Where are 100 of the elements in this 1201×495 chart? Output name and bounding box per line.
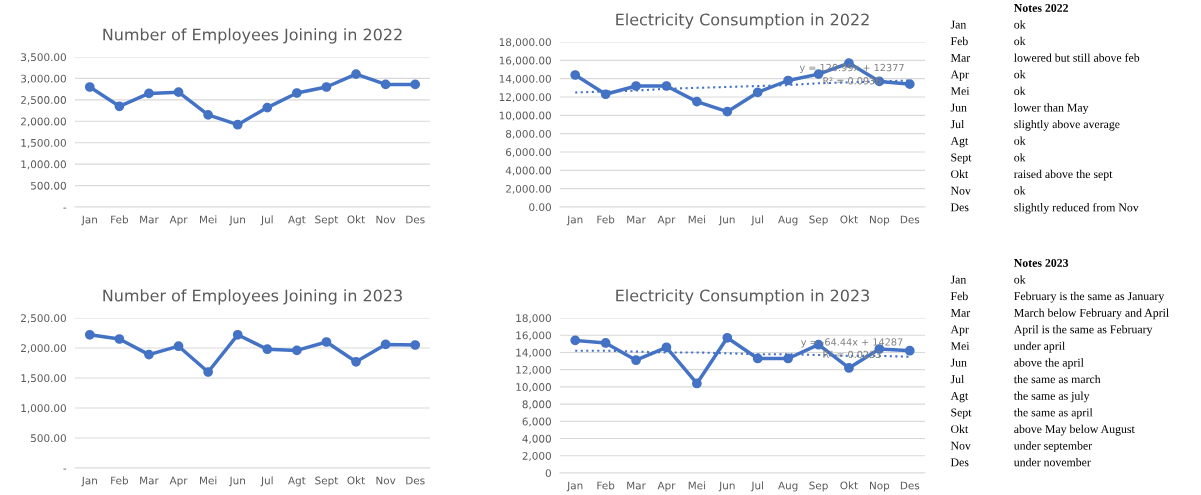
x-tick-label: Mar bbox=[627, 481, 646, 490]
point bbox=[114, 101, 125, 112]
point bbox=[904, 79, 915, 90]
y-tick-label: 0 bbox=[545, 469, 551, 478]
category-label: Okt bbox=[951, 169, 969, 179]
text: February is the same as January bbox=[1014, 291, 1165, 303]
point bbox=[380, 339, 391, 350]
point bbox=[351, 69, 361, 80]
y-tick-label: 12,000 bbox=[516, 365, 551, 375]
x-tick-label: Jul bbox=[750, 481, 764, 492]
x-tick-label: Mei bbox=[200, 215, 217, 224]
text: slightly reduced from Nov bbox=[1014, 202, 1139, 214]
chart-title: Number of Employees Joining in 2022 bbox=[103, 28, 402, 44]
category-label: Feb bbox=[950, 291, 968, 301]
point bbox=[203, 367, 213, 377]
point bbox=[292, 88, 302, 98]
text: slightly above average bbox=[1014, 119, 1120, 131]
x-tick-label: Jan bbox=[566, 215, 583, 226]
x-tick-label: Okt bbox=[840, 215, 858, 224]
y-tick-label: 4,000 bbox=[522, 434, 551, 444]
x-tick-label: Nov bbox=[376, 476, 396, 485]
point bbox=[321, 337, 332, 347]
x-tick-label: Apr bbox=[657, 481, 676, 492]
text: the same as july bbox=[1013, 391, 1090, 403]
point bbox=[722, 332, 733, 343]
y-tick-label: 2,000.00 bbox=[21, 117, 66, 127]
point bbox=[600, 338, 611, 348]
x-tick-label: Jan bbox=[566, 481, 583, 492]
category-label: Des bbox=[950, 203, 969, 212]
y-tick-label: - bbox=[63, 468, 67, 470]
point bbox=[904, 345, 915, 356]
x-tick-label: Mar bbox=[627, 215, 646, 224]
text: ok bbox=[1014, 153, 1026, 162]
y-tick-label: 6,000 bbox=[522, 417, 551, 427]
point bbox=[783, 75, 793, 86]
y-tick-label: 1,000.00 bbox=[21, 404, 66, 414]
text: April is the same as February bbox=[1013, 325, 1153, 336]
x-tick-label: Jan bbox=[81, 215, 97, 226]
text: ok bbox=[1014, 86, 1026, 95]
x-tick-label: Feb bbox=[111, 476, 129, 485]
category-label: Mei bbox=[950, 87, 970, 95]
y-tick-label: 16,000.00 bbox=[499, 56, 551, 66]
category-label: Apr bbox=[950, 325, 969, 336]
x-tick-label: Apr bbox=[169, 476, 188, 487]
point bbox=[380, 79, 391, 90]
y-tick-label: 10,000.00 bbox=[499, 111, 551, 121]
x-tick-label: Feb bbox=[111, 215, 129, 224]
text: above the april bbox=[1014, 358, 1084, 369]
x-tick-label: Jun bbox=[718, 215, 735, 226]
x-tick-label: Nov bbox=[376, 215, 396, 224]
category-label: Jun bbox=[950, 103, 967, 112]
chart-title: Electricity Consumption in 2022 bbox=[616, 13, 869, 29]
y-tick-label: 10,000 bbox=[516, 383, 551, 393]
x-tick-label: Agt bbox=[288, 476, 306, 487]
point bbox=[321, 82, 332, 92]
x-tick-label: Des bbox=[406, 215, 425, 224]
y-tick-label: 2,000.00 bbox=[506, 184, 551, 194]
category-label: Jul bbox=[950, 119, 965, 129]
text: ok bbox=[1014, 136, 1026, 145]
y-tick-label: 3,000.00 bbox=[21, 74, 66, 84]
x-tick-label: Des bbox=[900, 215, 920, 224]
text: lowered but still above feb bbox=[1014, 53, 1140, 62]
category-label: Jun bbox=[950, 358, 967, 367]
point bbox=[752, 87, 763, 98]
point bbox=[570, 335, 581, 346]
point bbox=[173, 87, 184, 98]
point bbox=[114, 334, 125, 344]
x-tick-label: Apr bbox=[169, 215, 188, 226]
y-tick-label: 500.00 bbox=[31, 434, 66, 443]
y-tick-label: 12,000.00 bbox=[499, 93, 551, 103]
point bbox=[84, 329, 95, 340]
x-tick-label: Mei bbox=[688, 481, 706, 490]
category-label: Feb bbox=[950, 36, 968, 46]
y-tick-label: 1,500.00 bbox=[21, 138, 66, 148]
x-tick-label: Mei bbox=[200, 476, 217, 485]
text: the same as march bbox=[1013, 374, 1101, 384]
y-tick-label: 8,000.00 bbox=[505, 129, 551, 139]
point bbox=[410, 79, 421, 90]
text: lower than May bbox=[1014, 103, 1089, 115]
y-tick-label: 4,000.00 bbox=[505, 166, 551, 176]
text: ok bbox=[1014, 36, 1026, 46]
y-tick-label: 2,500.00 bbox=[21, 314, 66, 324]
x-tick-label: Okt bbox=[347, 476, 365, 485]
point bbox=[844, 363, 854, 373]
x-tick-label: Jun bbox=[229, 476, 245, 487]
point bbox=[232, 119, 243, 130]
category-label: Mar bbox=[950, 308, 971, 317]
point bbox=[410, 340, 421, 350]
text: ok bbox=[1014, 186, 1026, 195]
y-tick-label: 8,000 bbox=[522, 400, 551, 410]
category-label: Agt bbox=[950, 136, 969, 148]
x-tick-label: Agt bbox=[288, 215, 306, 226]
y-tick-label: 14,000 bbox=[516, 348, 551, 358]
point bbox=[692, 96, 702, 107]
x-tick-label: Jun bbox=[718, 481, 735, 492]
x-tick-label: Mar bbox=[140, 476, 159, 485]
category-label: Jan bbox=[950, 20, 967, 29]
x-tick-label: Feb bbox=[597, 481, 615, 490]
text: March below February and April bbox=[1014, 308, 1169, 320]
point bbox=[262, 102, 273, 113]
